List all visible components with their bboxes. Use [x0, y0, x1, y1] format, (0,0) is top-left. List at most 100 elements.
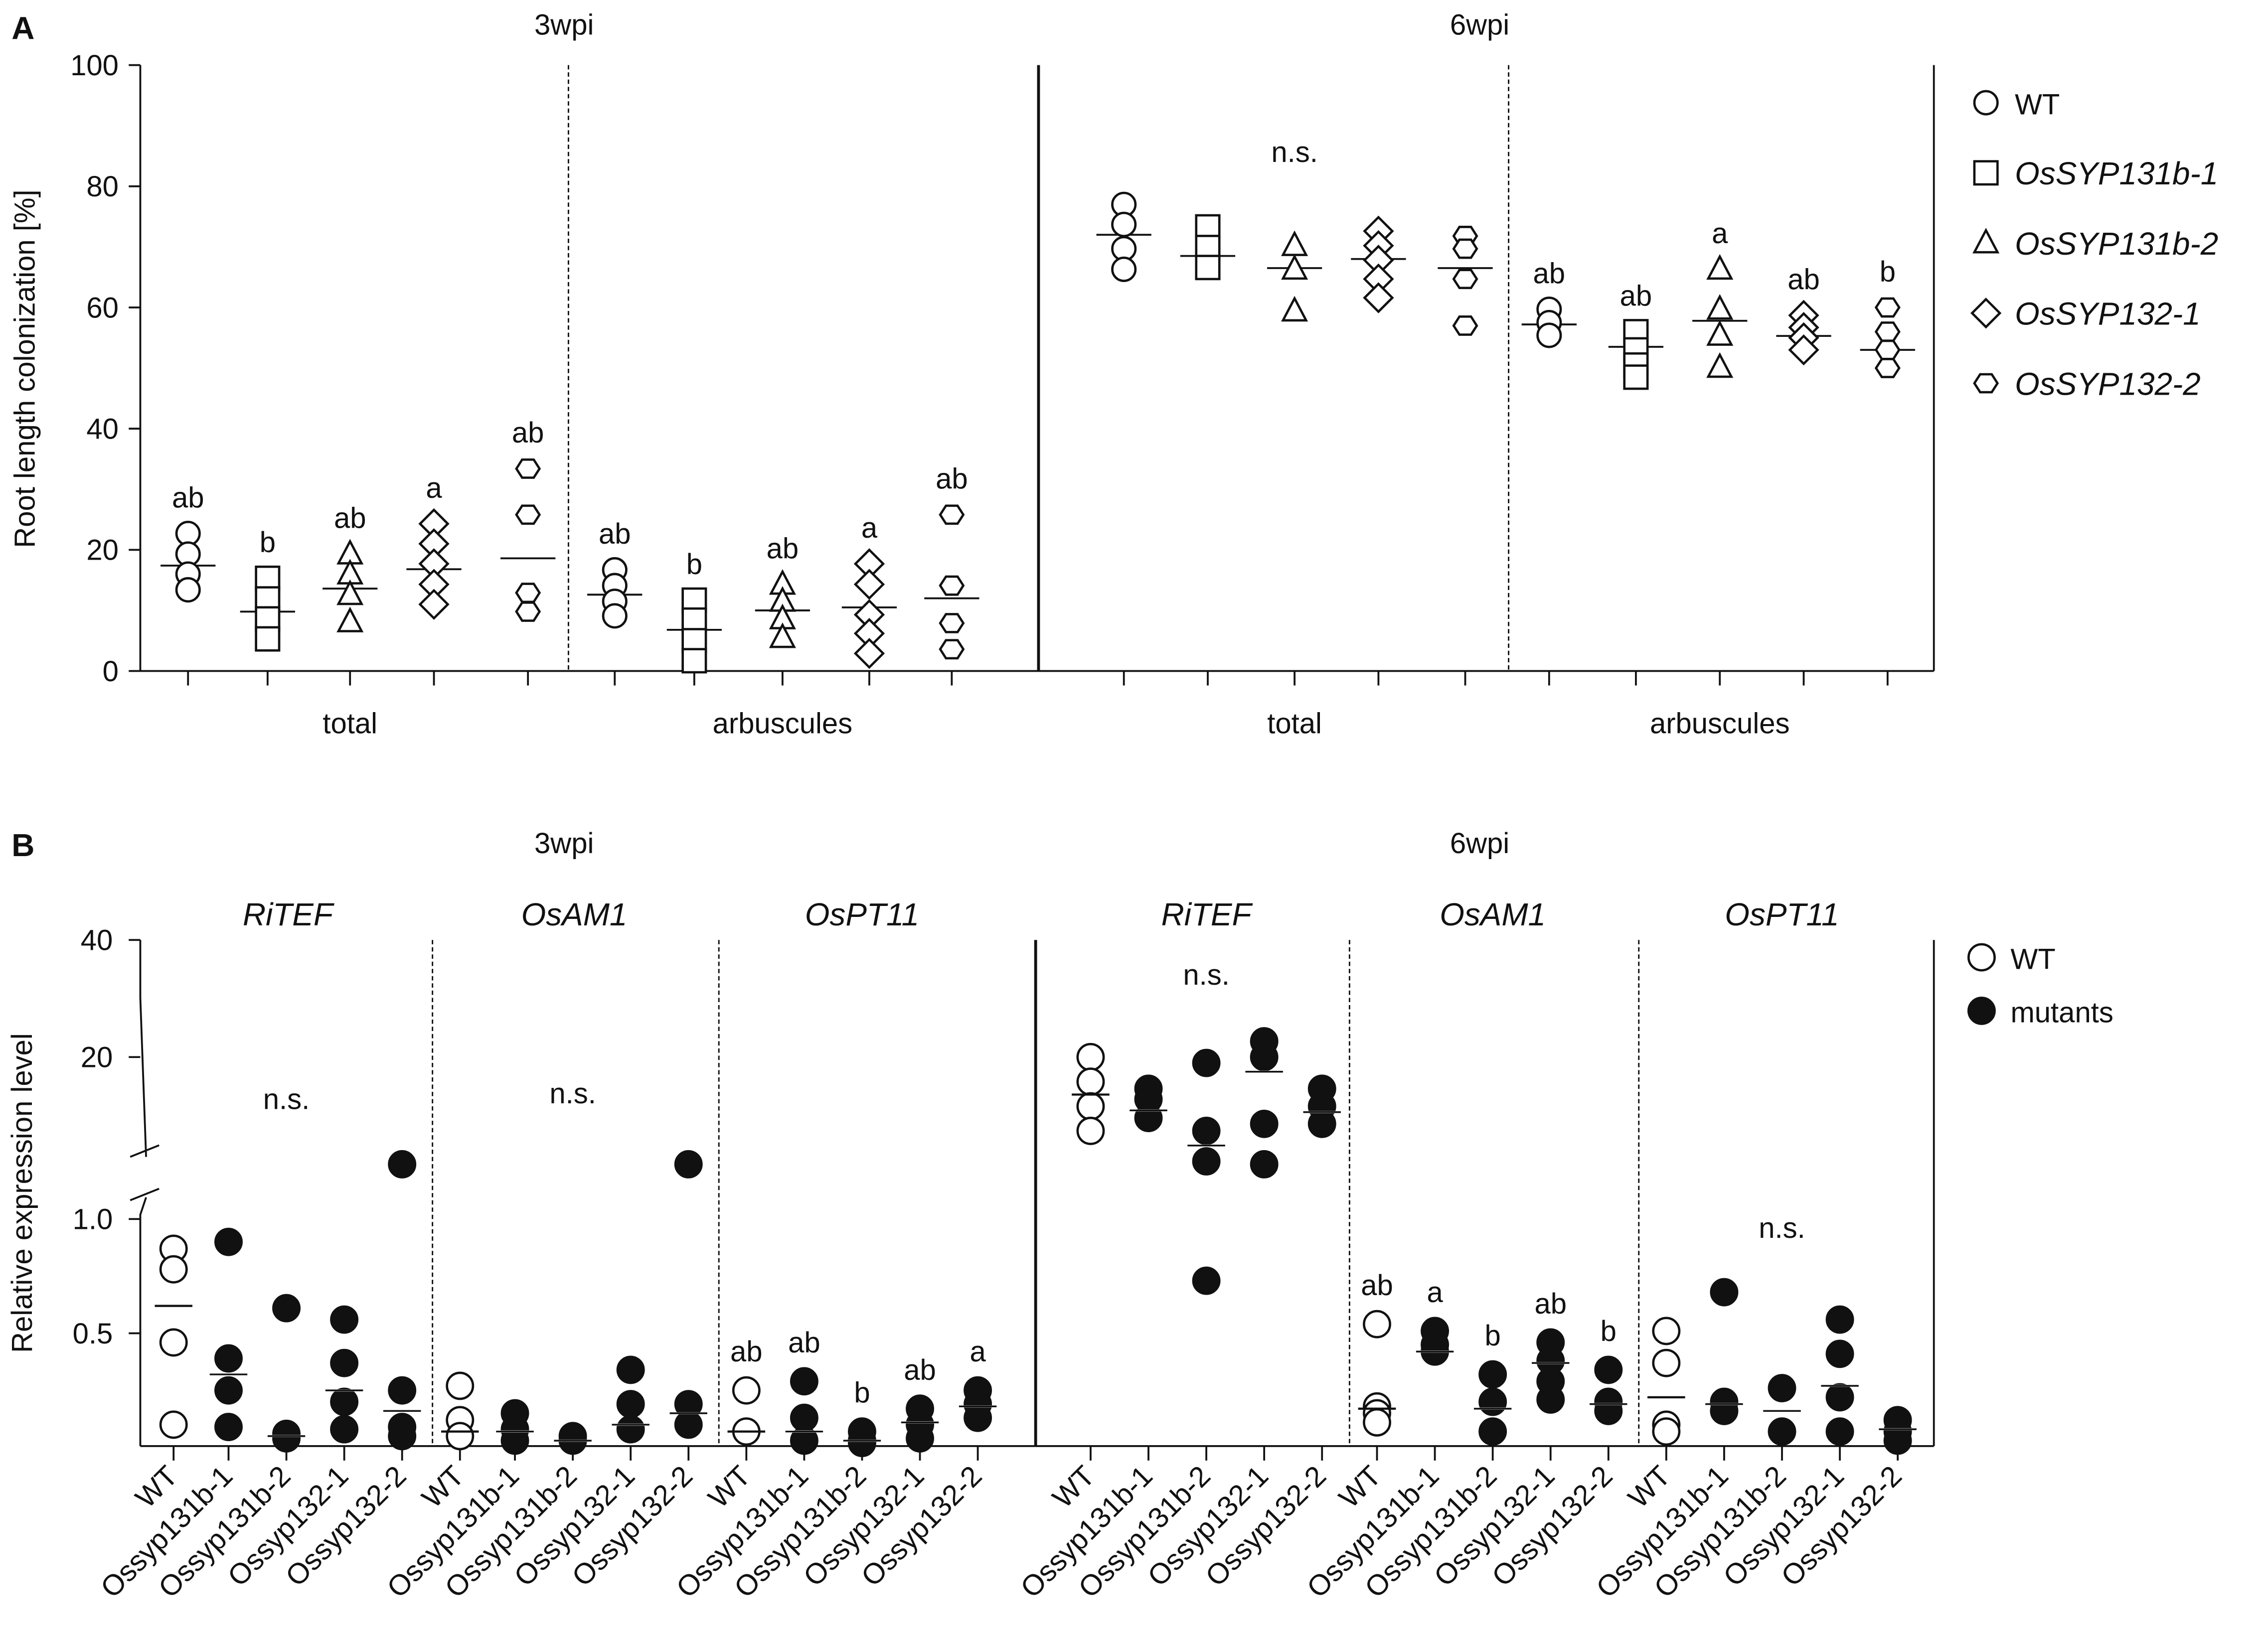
- data-point-mutant: [848, 1429, 876, 1458]
- y-tick-label-b: 1.0: [73, 1203, 113, 1236]
- data-point-mutant: [272, 1294, 301, 1323]
- y-tick-label-b: 20: [81, 1042, 113, 1074]
- y-tick-label-a: 40: [86, 413, 119, 445]
- legend-label: mutants: [2010, 997, 2113, 1029]
- gene-label: OsPT11: [805, 896, 919, 932]
- data-point-wt: [1363, 1310, 1391, 1339]
- data-point-square: [1623, 364, 1649, 390]
- data-point-mutant: [1536, 1385, 1565, 1414]
- data-point-mutant: [214, 1413, 243, 1441]
- data-point-mutant: [674, 1150, 703, 1179]
- data-point-mutant: [1192, 1048, 1221, 1077]
- data-point-mutant: [616, 1415, 645, 1444]
- data-point-circle: [1111, 211, 1137, 237]
- significance-letter: ab: [512, 417, 544, 449]
- data-point-mutant: [790, 1367, 818, 1396]
- data-point-hexagon: [1874, 339, 1901, 360]
- data-point-mutant: [906, 1424, 934, 1453]
- data-point-hexagon: [1452, 315, 1478, 336]
- legend-marker-triangle: [1972, 228, 2000, 254]
- data-point-mutant: [214, 1376, 243, 1405]
- significance-letter: a: [861, 512, 878, 544]
- significance-letter: ab: [904, 1354, 936, 1386]
- legend-label: OsSYP131b-1: [2015, 155, 2218, 191]
- data-point-square: [255, 565, 281, 592]
- data-point-mutant: [388, 1422, 417, 1451]
- data-point-mutant: [1825, 1339, 1854, 1368]
- data-point-circle: [1111, 256, 1137, 282]
- gene-label: OsPT11: [1725, 896, 1839, 932]
- significance-annotation: n.s.: [549, 1077, 596, 1110]
- data-point-hexagon: [1874, 358, 1901, 378]
- data-point-mutant: [1250, 1109, 1279, 1138]
- significance-letter: ab: [334, 502, 366, 535]
- significance-letter: b: [686, 548, 702, 581]
- significance-letter: a: [426, 472, 442, 504]
- gene-label: RiTEF: [243, 896, 334, 932]
- data-point-hexagon: [939, 575, 965, 596]
- data-point-mutant: [616, 1390, 645, 1419]
- gene-label: OsAM1: [521, 896, 628, 932]
- y-tick-label-b: 40: [81, 924, 113, 957]
- data-point-mutant: [1307, 1109, 1336, 1138]
- data-point-square: [255, 626, 281, 652]
- legend-marker-circle: [1973, 90, 1999, 116]
- y-tick-label-a: 0: [103, 655, 119, 688]
- y-tick-label-a: 100: [70, 49, 119, 82]
- significance-letter: ab: [599, 518, 631, 550]
- panel-label-b: B: [11, 827, 34, 863]
- data-point-hexagon: [515, 458, 541, 479]
- significance-letter: a: [970, 1336, 986, 1368]
- data-point-hexagon: [1452, 238, 1478, 259]
- data-point-triangle: [1281, 254, 1308, 280]
- data-point-triangle: [1706, 352, 1734, 378]
- data-point-mutant: [1825, 1417, 1854, 1446]
- data-point-hexagon: [1874, 321, 1901, 342]
- data-point-mutant: [1250, 1042, 1279, 1071]
- data-point-hexagon: [1874, 297, 1901, 318]
- data-point-triangle: [1281, 296, 1308, 322]
- data-point-mutant: [616, 1355, 645, 1384]
- data-point-circle: [175, 577, 201, 603]
- data-point-wt: [1363, 1408, 1391, 1437]
- significance-letter: b: [1485, 1320, 1501, 1352]
- significance-letter: b: [1601, 1315, 1617, 1347]
- legend-marker-wt: [1967, 943, 1996, 972]
- significance-letter: ab: [1787, 264, 1820, 296]
- data-point-triangle: [1706, 294, 1734, 320]
- data-point-wt: [446, 1371, 475, 1400]
- significance-letter: a: [1427, 1276, 1443, 1309]
- data-point-circle: [1536, 322, 1562, 348]
- data-point-mutant: [388, 1376, 417, 1405]
- data-point-wt: [1076, 1042, 1105, 1071]
- y-axis-b-upper: [139, 940, 147, 1157]
- axis-break-mark: [130, 1144, 160, 1158]
- data-point-triangle: [1281, 230, 1308, 256]
- data-point-triangle: [1706, 254, 1734, 280]
- data-point-mutant: [1478, 1417, 1507, 1446]
- data-point-hexagon: [515, 601, 541, 622]
- data-point-wt: [446, 1422, 475, 1451]
- data-point-mutant: [330, 1415, 359, 1444]
- significance-letter: ab: [1533, 257, 1566, 290]
- group-label: arbuscules: [713, 707, 853, 740]
- data-point-mutant: [1192, 1116, 1221, 1145]
- legend-marker-diamond: [1970, 298, 2002, 329]
- legend-label: WT: [2015, 88, 2060, 121]
- data-point-mutant: [500, 1426, 529, 1455]
- timepoint-label: 6wpi: [1450, 9, 1509, 41]
- data-point-wt: [159, 1328, 188, 1357]
- data-point-wt: [1076, 1092, 1105, 1121]
- group-label: total: [323, 707, 377, 740]
- data-point-circle: [602, 603, 628, 629]
- data-point-wt: [159, 1410, 188, 1439]
- data-point-wt: [732, 1376, 761, 1405]
- gene-label: OsAM1: [1440, 896, 1546, 932]
- data-point-hexagon: [1452, 269, 1478, 290]
- data-point-wt: [1652, 1317, 1681, 1345]
- significance-annotation: n.s.: [1183, 959, 1230, 991]
- y-tick-label-a: 20: [86, 534, 119, 567]
- data-point-wt: [1076, 1067, 1105, 1096]
- legend-marker-square: [1973, 160, 1999, 186]
- data-point-diamond: [1363, 282, 1394, 313]
